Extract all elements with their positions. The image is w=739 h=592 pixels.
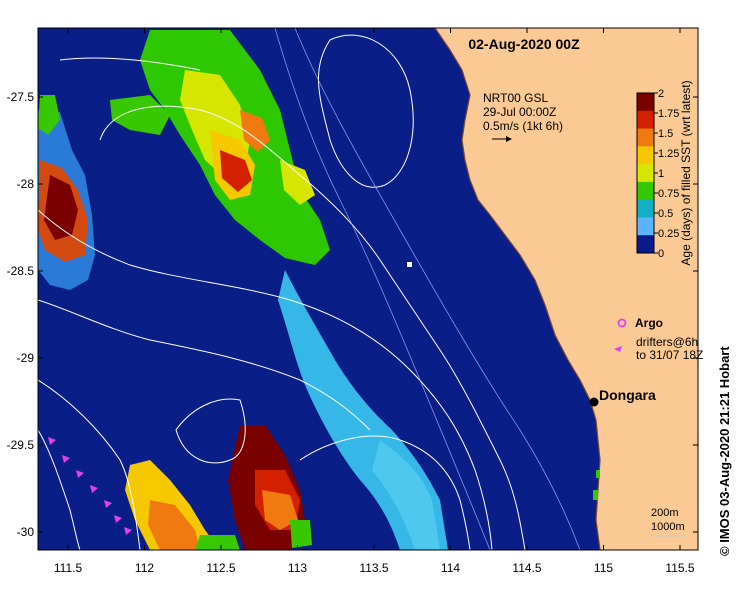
colorbar-label: Age (days) of filled SST (wrt latest): [679, 80, 693, 265]
drifter-track: [48, 437, 132, 535]
y-axis: -27.5 -28 -28.5 -29 -29.5 -30: [7, 90, 698, 539]
x-tick-label: 114.5: [512, 561, 541, 575]
vector-legend-line1: NRT00 GSL: [483, 91, 548, 105]
x-tick-label: 113: [288, 561, 307, 575]
isobath-1000m: [274, 28, 491, 550]
map-title: 02-Aug-2020 00Z: [468, 36, 580, 52]
drifter-icon: [614, 346, 622, 352]
y-tick-label: -28.5: [7, 264, 35, 278]
x-tick-label: 113.5: [359, 561, 388, 575]
colorbar-tick-label: 0.5: [658, 208, 673, 220]
colorbar-tick-label: 1.5: [658, 128, 673, 140]
colorbar-tick-label: 1.75: [658, 108, 679, 120]
ssh-contours: [38, 34, 526, 550]
argo-label: Argo: [635, 316, 663, 330]
colorbar-tick-label: 0.25: [658, 228, 679, 240]
colorbar-swatch: [637, 93, 654, 112]
colorbar-swatch: [637, 217, 654, 236]
drifters-label-2: to 31/07 18Z: [636, 348, 703, 362]
colorbar-tick-label: 0.75: [658, 188, 679, 200]
x-tick-label: 112.5: [206, 561, 235, 575]
vector-legend-line3: 0.5m/s (1kt 6h): [483, 119, 563, 133]
x-tick-label: 114: [441, 561, 460, 575]
map-area: [38, 28, 698, 550]
colorbar-swatch: [637, 235, 654, 254]
argo-drifter-legend: Argo drifters@6h to 31/07 18Z: [614, 316, 703, 362]
colorbar-swatch: [637, 199, 654, 218]
coastline: [434, 28, 601, 550]
colorbar-tick-label: 0: [658, 248, 664, 260]
contour-200m-label: 200m: [651, 507, 679, 519]
contour-legend: 200m 1000m: [651, 507, 686, 537]
x-tick-label: 115: [594, 561, 613, 575]
land: [435, 28, 698, 550]
colorbar: 2 1.75 1.5 1.25 1 0.75 0.5 0.25 0 Age (days) of …: [636, 80, 693, 266]
drifters-label-1: drifters@6h: [636, 335, 698, 349]
map-frame: [37, 27, 699, 551]
colorbar-tick-label: 2: [658, 88, 664, 100]
x-tick-label: 115.5: [665, 561, 694, 575]
colorbar-swatch: [637, 181, 654, 201]
x-tick-label: 111.5: [54, 561, 83, 575]
contour-1000m-label: 1000m: [651, 521, 685, 533]
colorbar-swatch: [637, 164, 654, 183]
x-tick-label: 112: [135, 561, 154, 575]
vector-legend-line2: 29-Jul 00:00Z: [483, 105, 556, 119]
credit-text: © IMOS 03-Aug-2020 21:21 Hobart: [717, 346, 732, 556]
y-tick-label: -28: [17, 177, 35, 191]
vector-legend: NRT00 GSL 29-Jul 00:00Z 0.5m/s (1kt 6h): [483, 91, 563, 142]
isobath-200m: [294, 28, 581, 550]
x-axis: 111.5 112 112.5 113 113.5 114 114.5 115 115.5: [54, 28, 695, 575]
dongara-marker: [589, 397, 599, 407]
dongara-label: Dongara: [599, 387, 656, 403]
y-tick-label: -29: [17, 351, 35, 365]
colorbar-swatch: [637, 146, 654, 165]
argo-icon: [617, 318, 627, 328]
colorbar-swatch: [637, 128, 654, 147]
y-tick-label: -27.5: [7, 90, 35, 104]
y-tick-label: -30: [17, 525, 35, 539]
colorbar-tick-label: 1: [658, 168, 664, 180]
colorbar-tick-label: 1.25: [658, 148, 679, 160]
y-tick-label: -29.5: [7, 438, 35, 452]
colorbar-swatch: [637, 110, 654, 130]
